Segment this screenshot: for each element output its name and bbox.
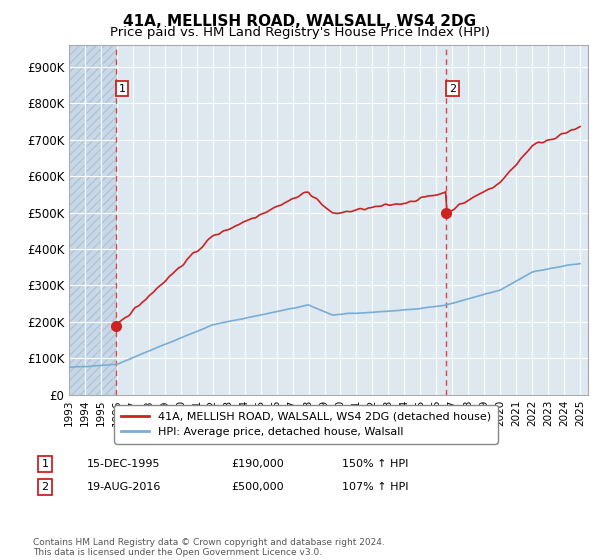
- Text: 2: 2: [41, 482, 49, 492]
- Text: £500,000: £500,000: [231, 482, 284, 492]
- Text: Price paid vs. HM Land Registry's House Price Index (HPI): Price paid vs. HM Land Registry's House …: [110, 26, 490, 39]
- Bar: [69, 45, 116, 395]
- Text: Contains HM Land Registry data © Crown copyright and database right 2024.
This d: Contains HM Land Registry data © Crown c…: [33, 538, 385, 557]
- Text: 1: 1: [119, 83, 125, 94]
- Bar: [69, 45, 116, 395]
- Text: 19-AUG-2016: 19-AUG-2016: [87, 482, 161, 492]
- Text: 150% ↑ HPI: 150% ↑ HPI: [342, 459, 409, 469]
- Legend: 41A, MELLISH ROAD, WALSALL, WS4 2DG (detached house), HPI: Average price, detach: 41A, MELLISH ROAD, WALSALL, WS4 2DG (det…: [115, 405, 497, 444]
- Text: £190,000: £190,000: [231, 459, 284, 469]
- Text: 15-DEC-1995: 15-DEC-1995: [87, 459, 161, 469]
- Text: 2: 2: [449, 83, 456, 94]
- Text: 1: 1: [41, 459, 49, 469]
- Text: 107% ↑ HPI: 107% ↑ HPI: [342, 482, 409, 492]
- Text: 41A, MELLISH ROAD, WALSALL, WS4 2DG: 41A, MELLISH ROAD, WALSALL, WS4 2DG: [124, 14, 476, 29]
